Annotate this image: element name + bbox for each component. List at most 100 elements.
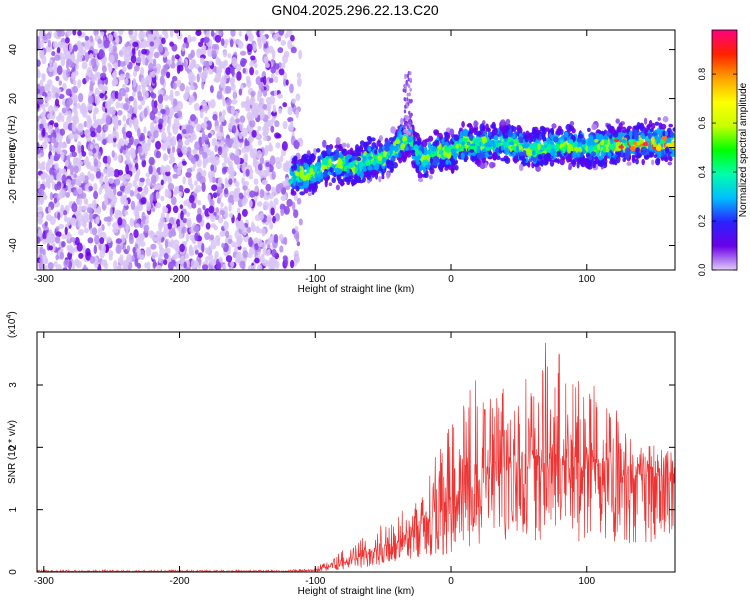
spectrogram-cell: [241, 147, 247, 154]
spectrogram-cell: [350, 174, 354, 180]
spectrogram-cell: [86, 207, 93, 214]
spectrogram-cell: [203, 60, 210, 66]
spectrogram-cell: [136, 56, 142, 63]
spectrogram-cell: [113, 63, 118, 70]
spectrogram-cell: [166, 247, 171, 255]
spectrogram-cell: [81, 61, 88, 70]
spectrogram-cell: [336, 174, 341, 182]
spectrogram-cell: [161, 166, 167, 173]
spectrogram-cell: [282, 54, 288, 64]
spectrogram-cell: [211, 49, 217, 58]
spectrogram-cell: [56, 263, 62, 270]
spectrogram-cell: [197, 252, 203, 258]
spectrogram-cell: [657, 150, 662, 158]
spectrogram-cell: [164, 239, 169, 249]
spectrogram-cell: [195, 30, 202, 37]
spectrogram-cell: [270, 207, 275, 216]
spectrogram-cell: [128, 135, 134, 146]
spectrogram-cell: [105, 182, 110, 188]
spectrogram-cell: [287, 116, 294, 123]
spectrogram-cell: [176, 148, 182, 153]
spectrogram-cell: [121, 89, 126, 97]
spectrogram-cell: [388, 137, 395, 142]
spectrogram-cell: [201, 242, 205, 253]
spectrogram-cell: [82, 244, 86, 255]
spectrogram-cell: [504, 157, 511, 164]
spectrogram-cell: [56, 65, 63, 76]
spectrogram-cell: [373, 170, 380, 175]
spectrogram-cell: [48, 237, 54, 244]
spectrogram-cell: [58, 80, 62, 86]
spectrogram-cell: [196, 213, 203, 224]
spectrogram-cell: [39, 258, 43, 264]
spectrogram-cell: [290, 46, 297, 54]
spectrogram-cell: [639, 124, 644, 132]
spectrogram-cell: [208, 60, 213, 66]
spectrogram-cell: [518, 154, 525, 161]
spectrogram-cell: [404, 146, 409, 151]
spectrogram-cell: [75, 179, 82, 187]
spectrogram-cell: [111, 115, 119, 125]
snr-background: [37, 332, 675, 572]
spectrogram-cell: [274, 156, 281, 165]
spectrogram-cell: [136, 247, 142, 258]
spectrogram-cell: [208, 258, 215, 266]
spectrogram-cell: [256, 93, 261, 102]
spectrogram-cell: [152, 58, 157, 68]
spectrogram-cell: [41, 254, 48, 265]
spectrogram-cell: [86, 161, 92, 168]
spectrogram-cell: [404, 114, 407, 119]
spectrogram-cell: [165, 71, 171, 79]
spectrogram-cell: [258, 41, 263, 50]
spectrogram-cell: [153, 100, 158, 108]
spectrogram-cell: [481, 157, 486, 164]
spectrogram-cell: [295, 93, 301, 101]
spectrogram-cell: [257, 238, 263, 247]
spectrogram-cell: [262, 136, 268, 141]
spectrogram-cell: [243, 153, 249, 163]
spectrogram-cell: [97, 227, 103, 238]
spectrogram-cell: [149, 41, 155, 47]
spectrogram-cell: [55, 254, 59, 261]
spectrogram-frame: [36, 29, 676, 271]
spectrogram-cell: [275, 69, 279, 76]
spectrogram-cell: [111, 45, 118, 53]
spectrogram-cell: [206, 30, 210, 38]
spectrogram-cell: [159, 216, 165, 226]
spectrogram-cell: [406, 73, 410, 78]
spectrogram-cell: [133, 65, 140, 72]
spectrogram-cell: [255, 225, 260, 234]
spectrogram-cell: [249, 190, 256, 198]
spectrogram-cell: [228, 194, 235, 203]
spectrogram-cell: [329, 167, 333, 173]
spectrogram-cell: [370, 137, 376, 142]
spectrogram-cell: [219, 230, 225, 237]
spectrogram-cell: [640, 146, 647, 152]
spectrogram-cell: [168, 118, 172, 128]
spectrogram-cell: [207, 48, 213, 58]
spectrogram-cell: [98, 187, 102, 195]
spectrogram-cell: [201, 79, 205, 90]
spectrogram-cell: [647, 132, 652, 140]
spectrogram-cell: [88, 150, 93, 157]
spectrogram-cell: [76, 242, 83, 252]
spectrogram-cell: [535, 139, 540, 144]
spectrogram-cell: [37, 103, 40, 109]
spectrogram-cell: [69, 165, 75, 176]
spectrogram-cell: [94, 71, 98, 82]
colorbar: 0.00.20.40.60.8 Normalized spectral ampl…: [697, 29, 749, 276]
spectrogram-cell: [170, 156, 176, 163]
spectrogram-cell: [155, 150, 162, 159]
spectrogram-cell: [232, 142, 237, 149]
spectrogram-cell: [93, 158, 99, 167]
spectrogram-cell: [73, 133, 79, 140]
spectrogram-cell: [176, 79, 182, 88]
spectrogram-cell: [211, 176, 217, 183]
x-tick-label: 100: [578, 576, 595, 587]
spectrogram-cell: [78, 252, 84, 259]
spectrogram-cell: [593, 145, 598, 151]
spectrogram-cell: [281, 141, 288, 151]
spectrogram-cell: [220, 38, 225, 47]
spectrogram-cell: [182, 218, 188, 224]
